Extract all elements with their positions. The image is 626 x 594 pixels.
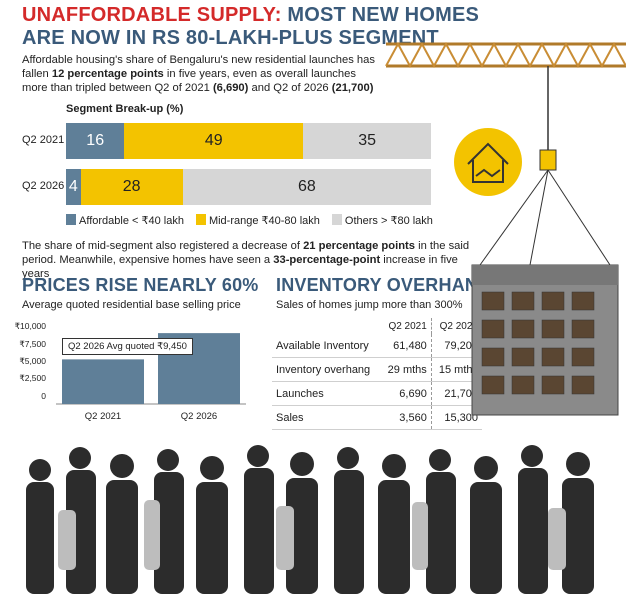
building — [471, 264, 619, 416]
segment-mid-value-label: 49 — [204, 132, 223, 149]
legend-swatch-affordable — [66, 214, 76, 225]
inventory-subtitle: Sales of homes jump more than 300% — [276, 299, 463, 311]
mid-text: The share of mid-segment also registered… — [22, 239, 482, 281]
mid-t1: The share of mid-segment also registered… — [22, 240, 304, 252]
legend-swatch-mid — [195, 214, 206, 225]
headline-part1: UNAFFORDABLE SUPPLY: — [22, 4, 282, 26]
inventory-cell-label: Launches — [272, 381, 381, 406]
prices-subtitle: Average quoted residential base selling … — [22, 299, 241, 311]
segment-affordable-bar: 4 — [66, 169, 81, 205]
crane-building-illustration — [385, 41, 626, 416]
segment-bar-q2-2026: 4 28 68 — [66, 169, 431, 205]
inventory-header-q2-2021: Q2 2021 — [388, 320, 427, 332]
legend-item-affordable: Affordable < ₹40 lakh — [66, 214, 184, 227]
inventory-cell-label: Inventory overhang — [272, 357, 381, 382]
segment-affordable-value-label: 16 — [86, 132, 105, 149]
inventory-header-q2-2026: Q2 2026 — [430, 318, 482, 334]
segment-row-label-q2-2026: Q2 2026 — [22, 180, 65, 192]
intro-t3: and Q2 of 2026 — [248, 82, 332, 94]
inventory-cell-label: Sales — [272, 405, 381, 430]
segment-affordable-bar: 16 — [66, 123, 125, 159]
price-ytick-2: ₹5,000 — [19, 356, 46, 366]
inventory-cell-2021: 61,480 — [380, 334, 432, 358]
inventory-title: INVENTORY OVERHANG — [276, 275, 493, 295]
segment-chart-title: Segment Break-up (%) — [66, 103, 184, 115]
segment-bar-q2-2021: 16 49 35 — [66, 123, 431, 159]
table-row: Available Inventory 61,480 79,200 — [272, 334, 482, 358]
segment-mid-bar: 49 — [124, 123, 304, 159]
segment-legend: Affordable < ₹40 lakh Mid-range ₹40-80 l… — [66, 214, 433, 227]
price-xlabel-q2-2021: Q2 2021 — [85, 411, 121, 422]
intro-t1: Affordable housing's share of Bengaluru'… — [22, 54, 375, 80]
mid-b2: 33-percentage-point — [273, 254, 381, 266]
price-ytick-4: 0 — [41, 391, 46, 401]
mid-b1: 21 percentage points — [303, 240, 415, 252]
headline: UNAFFORDABLE SUPPLY: MOST NEW HOMES ARE … — [22, 4, 479, 50]
legend-item-mid: Mid-range ₹40-80 lakh — [195, 214, 320, 227]
segment-others-bar: 68 — [182, 169, 431, 205]
segment-mid-bar: 28 — [80, 169, 183, 205]
legend-label-mid: Mid-range ₹40-80 lakh — [208, 215, 320, 227]
segment-others-value-label: 68 — [297, 178, 316, 195]
building-slings — [479, 169, 611, 266]
handshake-house-icon — [454, 128, 522, 196]
inventory-cell-2021: 29 mths — [380, 357, 432, 382]
legend-label-others: Others > ₹80 lakh — [344, 215, 433, 227]
price-xlabel-q2-2026: Q2 2026 — [181, 411, 217, 422]
segment-others-bar: 35 — [303, 123, 431, 159]
inventory-cell-label: Available Inventory — [272, 334, 381, 358]
mid-t2: in the said period. Meanwhile, expensive… — [22, 240, 470, 266]
intro-b3: (21,700) — [331, 82, 374, 94]
headline-part2: MOST NEW HOMES — [281, 4, 480, 26]
intro-b1: 12 percentage points — [51, 68, 164, 80]
intro-t2: in five years, even as overall launches … — [22, 68, 356, 94]
prices-title: PRICES RISE NEARLY 60% — [22, 275, 259, 295]
legend-item-others: Others > ₹80 lakh — [331, 214, 433, 227]
intro-text: Affordable housing's share of Bengaluru'… — [22, 53, 382, 95]
inventory-cell-2021: 3,560 — [380, 405, 432, 430]
crowd-illustration — [26, 445, 594, 594]
crane-hook-block — [539, 149, 557, 171]
table-row: Sales 3,560 15,300 — [272, 405, 482, 430]
headline-line2: ARE NOW IN RS 80-LAKH-PLUS SEGMENT — [22, 27, 439, 49]
price-chart-svg: Q2 2021 Q2 2026 — [56, 333, 246, 422]
segment-others-value-label: 35 — [358, 132, 376, 149]
price-ytick-1: ₹7,500 — [19, 339, 46, 349]
legend-swatch-others — [331, 214, 342, 225]
inventory-header-blank — [272, 318, 381, 334]
price-ytick-0: ₹10,000 — [14, 321, 46, 331]
crane-jib — [385, 41, 626, 69]
mid-t3: increase in five years — [22, 254, 458, 280]
inventory-header-row: Q2 2021 Q2 2026 — [272, 318, 482, 334]
table-row: Inventory overhang 29 mths 15 mths — [272, 357, 482, 382]
price-ytick-3: ₹2,500 — [19, 373, 46, 383]
legend-label-affordable: Affordable < ₹40 lakh — [79, 215, 184, 227]
segment-mid-value-label: 28 — [122, 178, 141, 195]
inventory-cell-2026: 79,200 — [430, 334, 482, 358]
price-annotation: Q2 2026 Avg quoted ₹9,450 — [62, 338, 193, 355]
inventory-cell-2021: 6,690 — [380, 381, 432, 406]
segment-row-label-q2-2021: Q2 2021 — [22, 134, 65, 146]
intro-b2: (6,690) — [212, 82, 249, 94]
segment-affordable-value-label: 4 — [68, 178, 78, 195]
inventory-cell-2026: 15,300 — [430, 405, 482, 430]
price-bar-q2-2021 — [62, 359, 144, 404]
